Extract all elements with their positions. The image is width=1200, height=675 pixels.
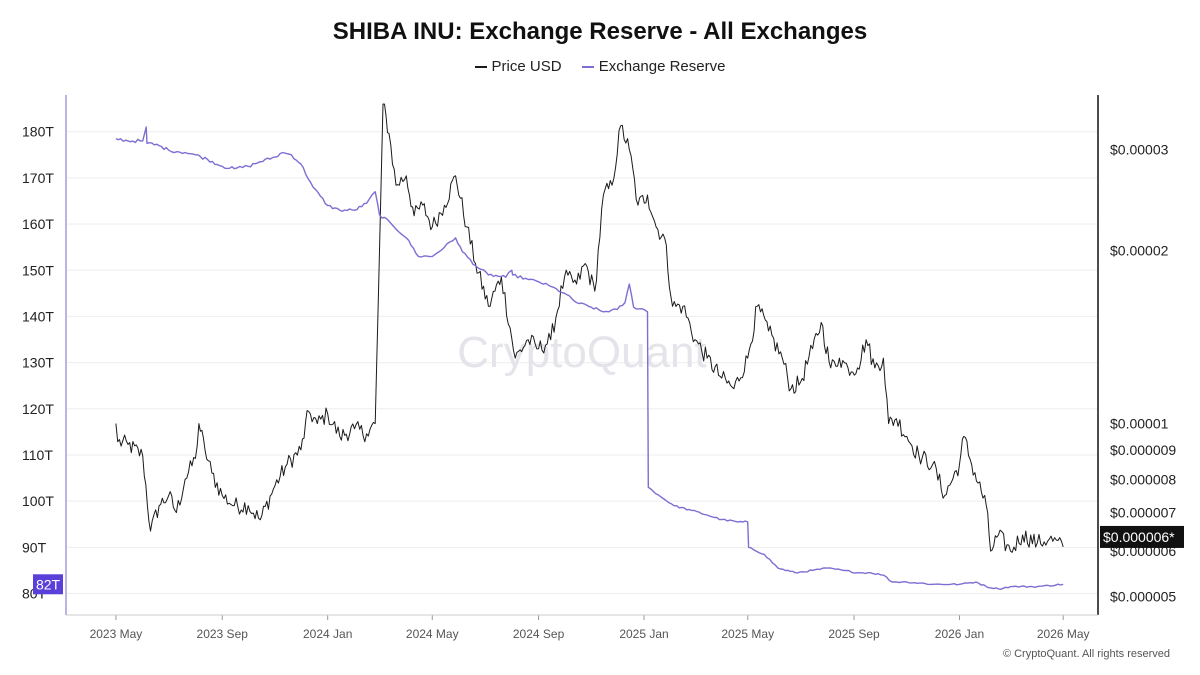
legend-label-reserve: Exchange Reserve [598,58,726,75]
x-tick-label: 2025 Jan [619,627,668,641]
x-tick-label: 2026 May [1037,627,1090,641]
x-tick-label: 2023 May [90,627,143,641]
x-tick-label: 2023 Sep [197,627,249,641]
current-price-badge [1100,525,1184,548]
y-left-tick-label: 110T [22,447,53,463]
copyright-text: © CryptoQuant. All rights reserved [1002,648,1170,660]
current-reserve-badge [33,574,63,595]
x-tick-label: 2024 Jan [303,627,352,641]
y-left-tick-label: 170T [22,170,54,186]
y-left-tick-label: 120T [22,401,54,417]
x-tick-label: 2024 May [406,627,459,641]
x-tick-label: 2026 Jan [935,627,984,641]
y-left-tick-label: 180T [22,124,54,140]
y-left-tick-label: 150T [22,262,54,278]
x-tick-label: 2024 Sep [513,627,565,641]
y-left-tick-label: 140T [22,308,54,324]
current-reserve-badge-label: 82T [36,576,61,592]
current-value-badges: 82T $0.000006* [33,525,1184,595]
legend-item-reserve[interactable]: Exchange Reserve [581,58,726,75]
y-left-tick-label: 90T [22,539,47,555]
y-right-tick-label: $0.00003 [1110,141,1169,157]
x-tick-label: 2025 May [721,627,774,641]
tick-labels: 180T 170T 160T 150T 140T 130T 120T 110T 100T 90T 8… [22,124,1176,641]
y-left-tick-label: 100T [22,493,54,509]
legend: Price USD Exchange Reserve [0,58,1200,75]
current-price-badge-label: $0.000006* [1103,529,1175,545]
series-layer [115,103,1064,590]
y-left-tick-label: 160T [22,216,54,232]
y-right-tick-label: $0.00001 [1110,416,1169,432]
legend-item-price[interactable]: Price USD [474,58,562,75]
y-right-tick-label: $0.000008 [1110,471,1176,487]
watermark: CryptoQuant [457,328,706,377]
x-tick-label: 2025 Sep [828,627,880,641]
y-right-tick-label: $0.00002 [1110,243,1169,259]
chart-title: SHIBA INU: Exchange Reserve - All Exchan… [332,18,868,45]
y-right-tick-label: $0.000007 [1110,505,1176,521]
series-line-exchange-reserve [115,126,1064,590]
grid [66,131,1098,595]
axes [65,95,1099,620]
y-right-tick-label: $0.000005 [1110,589,1176,605]
y-right-tick-label: $0.000009 [1110,442,1176,458]
legend-label-price: Price USD [491,58,562,75]
y-left-tick-label: 130T [22,355,54,371]
series-line-price [115,103,1064,553]
legend-swatch-reserve [581,66,594,69]
legend-swatch-price [474,66,487,69]
